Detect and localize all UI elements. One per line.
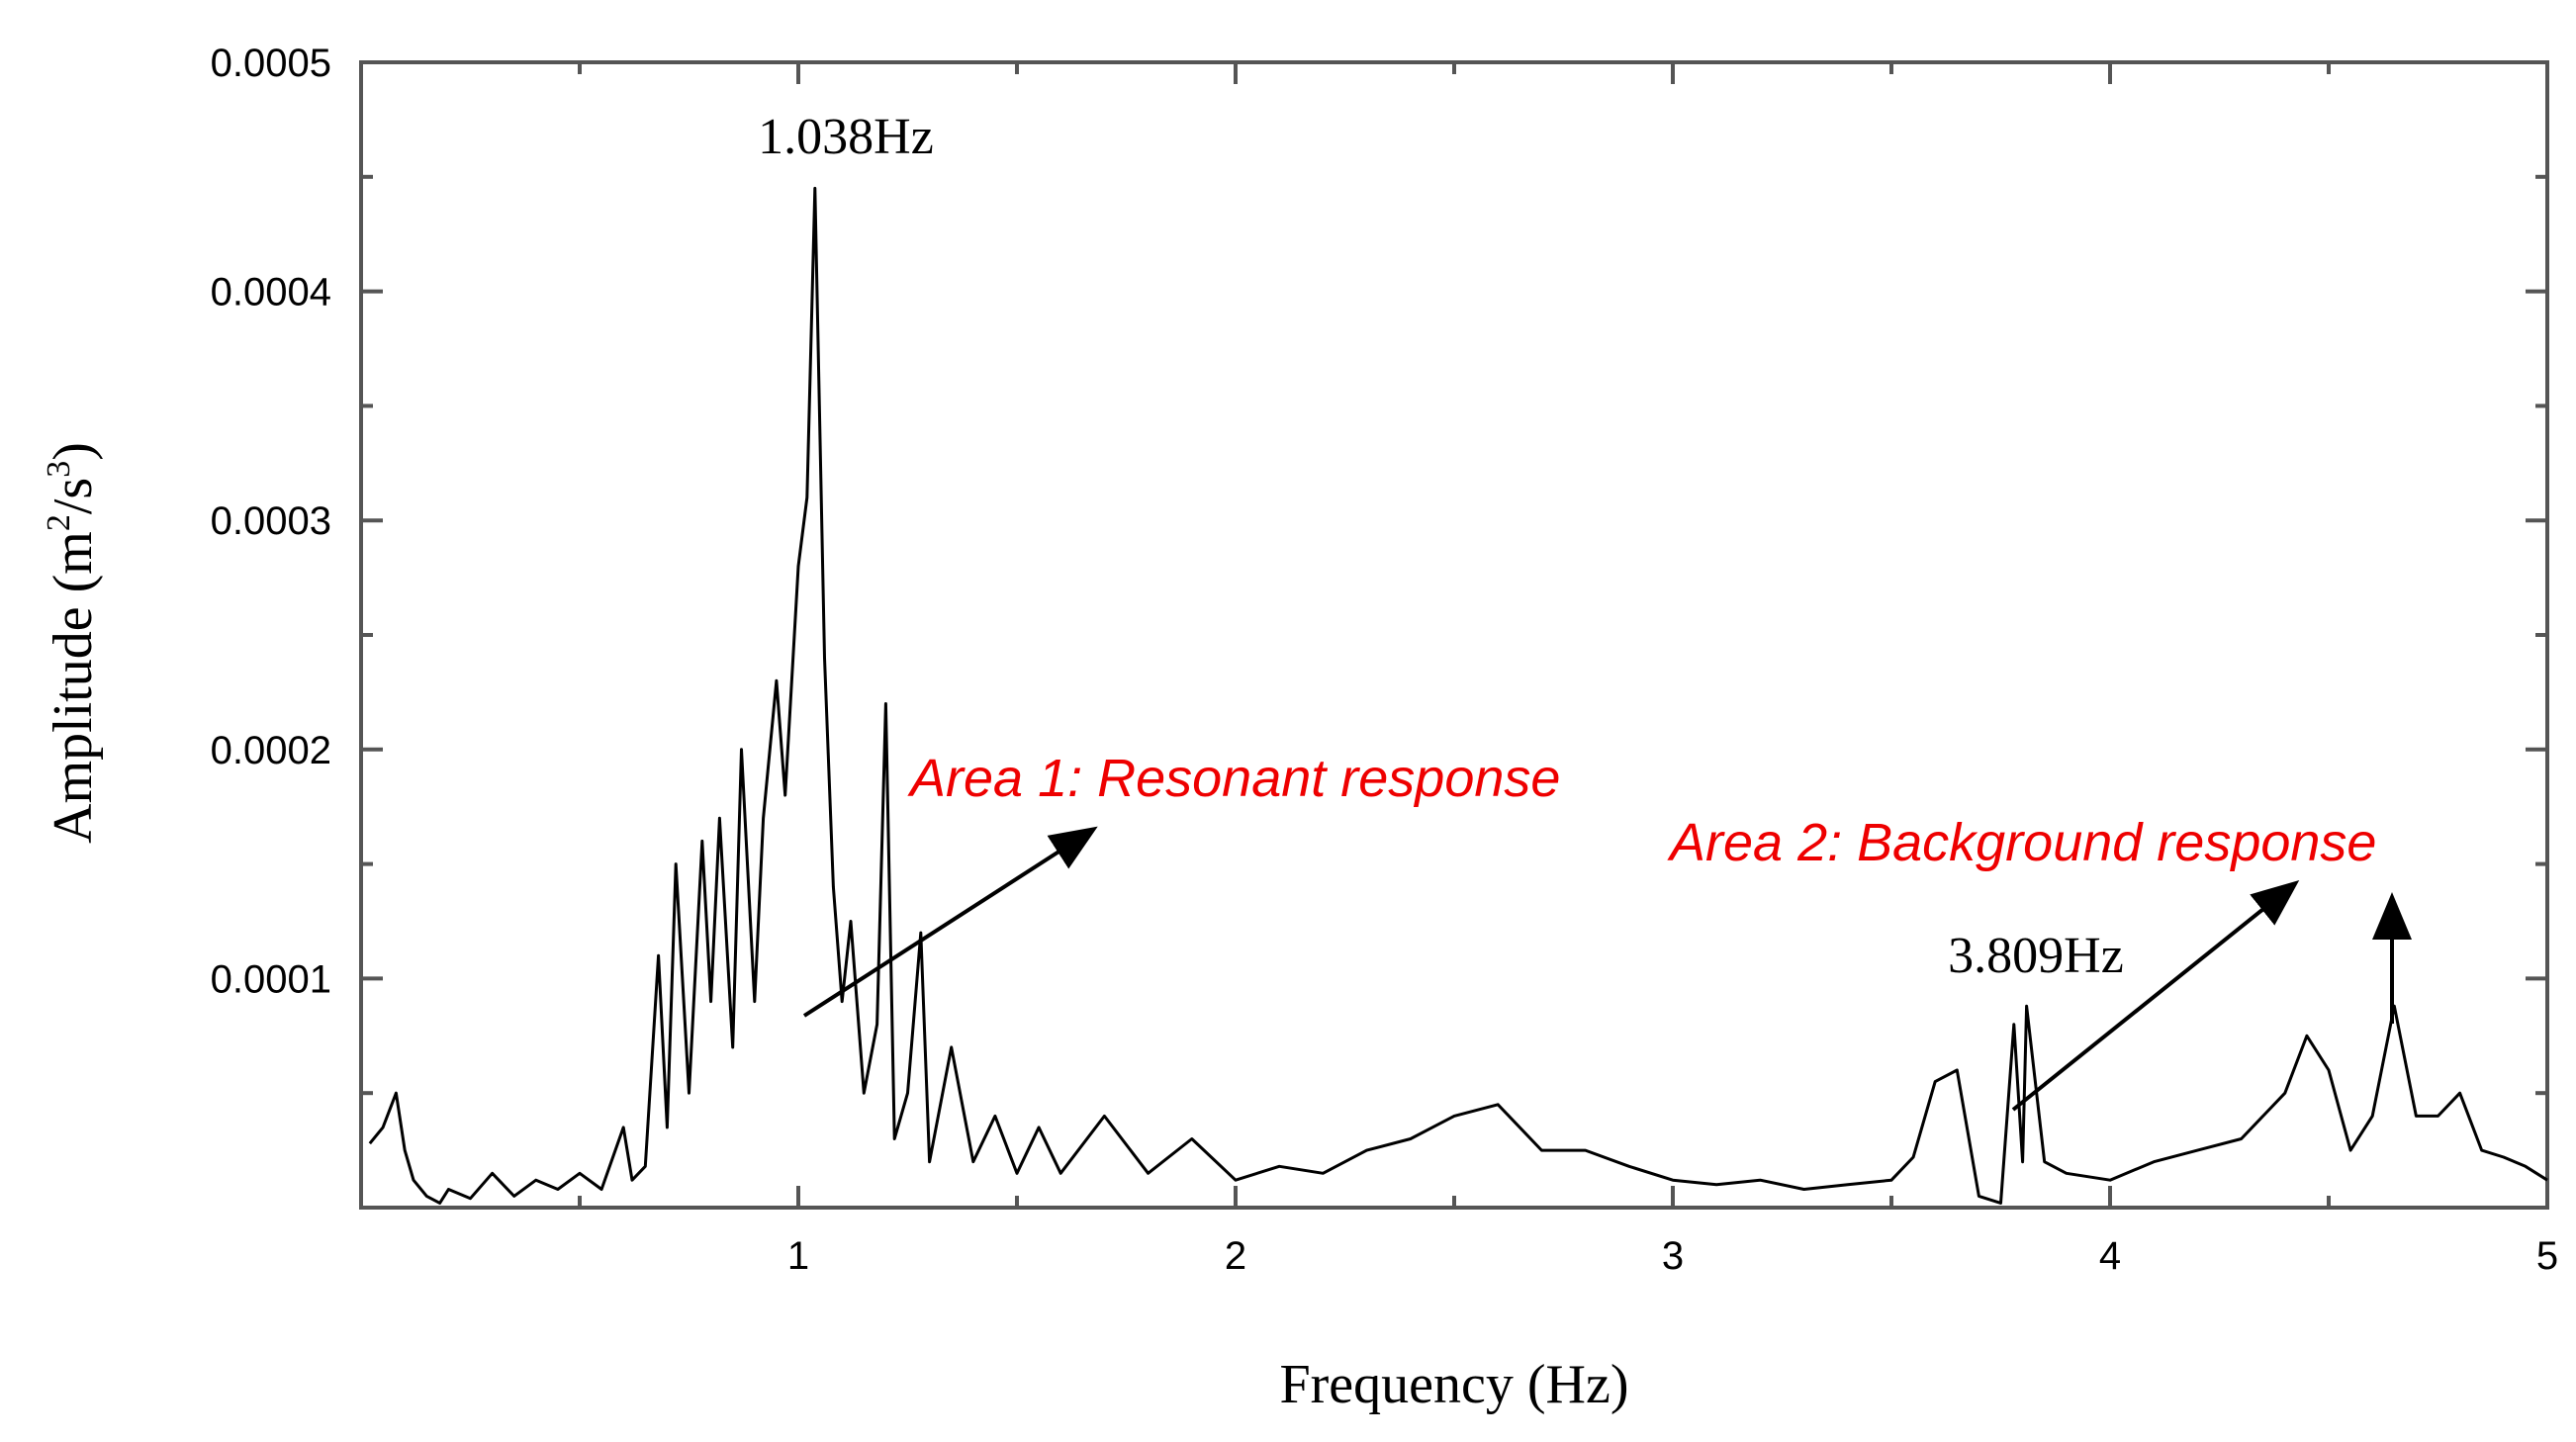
amplitude-series-line bbox=[368, 186, 2548, 1205]
x-tick-label: 1 bbox=[787, 1234, 809, 1278]
x-axis-title: Frequency (Hz) bbox=[1280, 1354, 1629, 1415]
y-tick-label: 0.0002 bbox=[211, 729, 331, 772]
y-axis-title-sup1: 2 bbox=[41, 514, 77, 531]
peak-label-1038: 1.038Hz bbox=[758, 109, 934, 165]
y-tick-label: 0.0004 bbox=[211, 271, 331, 315]
x-tick-label: 3 bbox=[1662, 1234, 1684, 1278]
area-1-label: Area 1: Resonant response bbox=[907, 749, 1560, 808]
y-axis-title: Amplitude (m2/s3) bbox=[41, 442, 104, 844]
y-axis-title-sup2: 3 bbox=[41, 461, 77, 478]
x-tick-label: 5 bbox=[2536, 1234, 2558, 1278]
x-tick-label: 2 bbox=[1225, 1234, 1246, 1278]
y-axis-title-mid: /s bbox=[43, 478, 104, 514]
axis-tick-labels: 1 2 3 4 5 0.0001 0.0002 0.0003 0.0004 0.0005 bbox=[211, 42, 2558, 1278]
y-tick-label: 0.0005 bbox=[211, 42, 331, 85]
x-tick-label: 4 bbox=[2099, 1234, 2121, 1278]
area-2-arrow bbox=[2011, 879, 2300, 1112]
area-2-label: Area 2: Background response bbox=[1667, 813, 2376, 872]
plot-frame bbox=[359, 60, 2549, 1210]
axis-ticks bbox=[361, 60, 2549, 1208]
y-tick-label: 0.0001 bbox=[211, 957, 331, 1001]
area-1-arrow bbox=[802, 826, 1098, 1018]
y-tick-label: 0.0003 bbox=[211, 499, 331, 543]
y-axis-title-suffix: ) bbox=[43, 442, 104, 461]
peak-label-3809: 3.809Hz bbox=[1948, 928, 2124, 984]
y-axis-title-prefix: Amplitude (m bbox=[43, 531, 104, 844]
